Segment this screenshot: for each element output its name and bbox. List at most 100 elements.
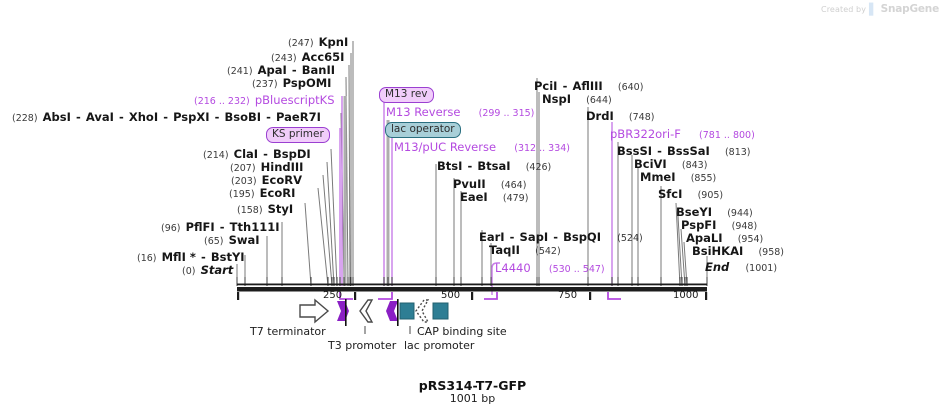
- label-mmei[interactable]: MmeI (855): [640, 168, 716, 184]
- label-start[interactable]: (0) Start: [182, 261, 233, 277]
- label-taqii[interactable]: TaqII (542): [489, 241, 561, 257]
- label-eaei-position: (479): [502, 193, 529, 204]
- label-acc65i[interactable]: (243) Acc65I: [271, 48, 344, 64]
- glyph-lac-promoter: [415, 299, 430, 323]
- watermark-prefix: Created by: [821, 4, 867, 14]
- label-m13-reverse-name: M13 Reverse: [386, 105, 461, 119]
- label-btsi-position: (426): [525, 162, 552, 173]
- label-ecorv[interactable]: (203) EcoRV: [231, 171, 302, 187]
- label-drdi-position: (748): [628, 112, 655, 123]
- label-dash: -: [291, 63, 297, 77]
- label-apai-banii[interactable]: (241) ApaI - BanII: [227, 61, 335, 77]
- label-kpni[interactable]: (247) KpnI: [288, 33, 348, 49]
- label-clai-bspdi[interactable]: (214) ClaI - BspDI: [203, 145, 311, 161]
- label-bsihkai-name: BsiHKAI: [692, 244, 744, 258]
- label-nspi-name: NspI: [542, 92, 571, 106]
- label-taqii-position: (542): [535, 246, 561, 257]
- label-pvuii-position: (464): [500, 180, 527, 191]
- label-pspfi-name: PspFI: [681, 218, 717, 232]
- label-ks-primer[interactable]: KS primer: [266, 124, 330, 143]
- label-ecori[interactable]: (195) EcoRI: [229, 184, 295, 200]
- label-clai-position: (214): [203, 150, 229, 161]
- label-btsi-name: BtsI: [437, 159, 463, 173]
- label-kpni-position: (247): [288, 38, 314, 49]
- label-nspi-position: (644): [586, 95, 612, 106]
- sequence-ruler[interactable]: [0, 276, 945, 406]
- label-lac-operator[interactable]: lac operator: [385, 119, 461, 138]
- label-styi[interactable]: (158) StyI: [237, 200, 293, 216]
- label-pbluescriptks-name: pBluescriptKS: [254, 93, 335, 107]
- label-swai[interactable]: (65) SwaI: [204, 231, 260, 247]
- label-taqii-name: TaqII: [489, 243, 520, 257]
- caption-t3-promoter[interactable]: T3 promoter: [328, 339, 397, 352]
- label-bsssi-name: BssSI: [617, 144, 653, 158]
- label-pvuii-name: PvuII: [453, 177, 486, 191]
- label-m13-puc-reverse-position: (312 .. 334): [514, 143, 571, 154]
- label-absi-position: (228): [12, 113, 38, 124]
- label-bseyi[interactable]: BseYI (944): [676, 203, 753, 219]
- label-pspomi[interactable]: (237) PspOMI: [252, 74, 331, 90]
- label-m13-rev[interactable]: M13 rev: [379, 84, 434, 103]
- caption-t7-terminator[interactable]: T7 terminator: [250, 325, 326, 338]
- label-drdi[interactable]: DrdI (748): [586, 107, 654, 123]
- caption-lac-promoter[interactable]: lac promoter: [404, 339, 475, 352]
- label-eaei[interactable]: EaeI (479): [460, 188, 528, 204]
- label-bcivi-position: (843): [681, 160, 708, 171]
- label-styi-name: StyI: [267, 202, 294, 216]
- label-sfci-position: (905): [697, 190, 724, 201]
- label-l4440-position: (530 .. 547): [548, 264, 605, 275]
- label-bsihkai[interactable]: BsiHKAI (958): [692, 242, 784, 258]
- label-end[interactable]: End (1001): [705, 258, 777, 274]
- label-l4440[interactable]: L4440 (530 .. 547): [495, 259, 605, 275]
- label-bsssi-bsssai[interactable]: BssSI - BssSaI (813): [617, 142, 751, 158]
- label-avai-name: AvaI: [85, 110, 114, 124]
- label-dash: -: [509, 230, 515, 244]
- label-pbr322ori-f-name: pBR322ori-F: [610, 127, 681, 141]
- glyph-lac-operator: [399, 302, 415, 320]
- label-dash: -: [553, 230, 558, 244]
- label-dash: -: [163, 110, 168, 124]
- label-start-position: (0): [182, 266, 196, 277]
- label-pbr322ori-f-position: (781 .. 800): [699, 130, 755, 141]
- caption-cap-binding-site[interactable]: CAP binding site: [417, 325, 507, 338]
- label-pbr322ori-f[interactable]: pBR322ori-F (781 .. 800): [610, 125, 755, 141]
- label-swai-position: (65): [204, 236, 224, 247]
- label-eari-sapi-bspqi[interactable]: EarI - SapI - BspQI (524): [479, 228, 643, 244]
- label-sapi-name: SapI: [519, 230, 549, 244]
- label-apali-name: ApaLI: [686, 231, 723, 245]
- label-pbluescriptks[interactable]: (216 .. 232) pBluescriptKS: [194, 91, 335, 107]
- label-dash: -: [562, 79, 568, 93]
- label-m13-reverse[interactable]: M13 Reverse (299 .. 315): [386, 103, 534, 119]
- label-sfci[interactable]: SfcI (905): [658, 185, 723, 201]
- label-dash: -: [266, 110, 271, 124]
- label-bspdi-name: BspDI: [273, 147, 311, 161]
- label-hindiii[interactable]: (207) HindIII: [230, 158, 303, 174]
- label-m13-puc-reverse[interactable]: M13/pUC Reverse (312 .. 334): [394, 138, 570, 154]
- label-mfli-position: (16): [137, 253, 157, 264]
- label-btsi-btsai[interactable]: BtsI - BtsaI (426): [437, 157, 551, 173]
- label-bseyi-position: (944): [727, 208, 753, 219]
- label-absi-row[interactable]: (228) AbsI - AvaI - XhoI - PspXI - BsoBI…: [12, 108, 321, 124]
- feature-glyph-row[interactable]: [0, 298, 945, 348]
- label-pvuii[interactable]: PvuII (464): [453, 175, 526, 191]
- label-bcivi[interactable]: BciVI (843): [634, 155, 707, 171]
- label-sfci-name: SfcI: [658, 187, 683, 201]
- label-m13-reverse-position: (299 .. 315): [478, 108, 535, 119]
- lac-operator-chip: lac operator: [385, 121, 461, 138]
- label-dash: -: [657, 144, 662, 158]
- label-paer7i-name: PaeR7I: [276, 110, 321, 124]
- label-mfli-bstyi[interactable]: (16) MflI * - BstYI: [137, 248, 245, 264]
- label-pspxi-name: PspXI: [173, 110, 210, 124]
- label-pflfi-tth111i[interactable]: (96) PflFI - Tth111I: [161, 218, 280, 234]
- label-pspfi[interactable]: PspFI (948): [681, 216, 757, 232]
- label-dash: -: [467, 159, 473, 173]
- label-apali[interactable]: ApaLI (954): [686, 229, 763, 245]
- label-bspqi-name: BspQI: [563, 230, 601, 244]
- label-pcii-afliii[interactable]: PciI - AflIII (640): [534, 77, 643, 93]
- label-nspi[interactable]: NspI (644): [542, 90, 612, 106]
- label-mmei-name: MmeI: [640, 170, 676, 184]
- label-xhoi-name: XhoI: [128, 110, 159, 124]
- label-eari-position: (524): [617, 233, 643, 244]
- axis-tick-1000: 1000: [673, 290, 699, 301]
- label-drdi-name: DrdI: [586, 109, 614, 123]
